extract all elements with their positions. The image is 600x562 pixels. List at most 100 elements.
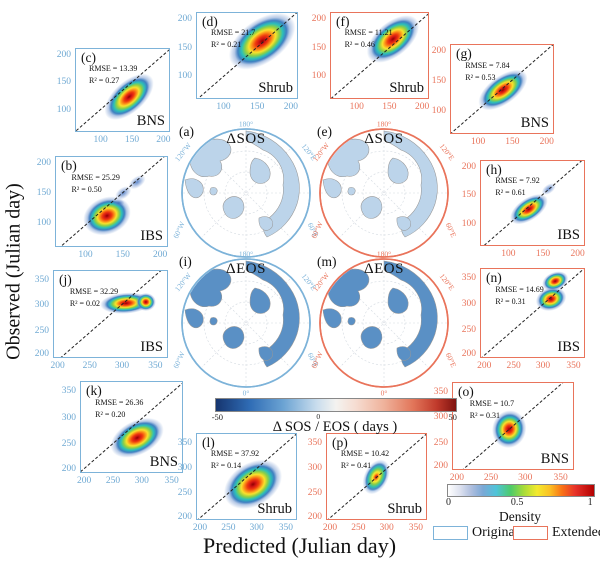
plot-area: (h) RMSE = 7.92 R² = 0.61 IBS — [480, 160, 585, 246]
x-tick: 350 — [148, 361, 163, 371]
x-tick: 200 — [570, 249, 585, 259]
x-tick: 100 — [93, 135, 108, 145]
y-tick: 200 — [36, 158, 51, 169]
x-tick: 250 — [82, 361, 97, 371]
y-tick: 200 — [177, 13, 192, 24]
rmse-value: RMSE = 32.29 — [69, 286, 119, 296]
legend: Original Extended — [433, 525, 600, 543]
x-tick: 100 — [470, 137, 486, 147]
panel-letter: (c) — [81, 50, 96, 65]
y-axis-label: Observed (Julian day) — [2, 183, 25, 360]
r2-value: R² = 0.61 — [495, 188, 526, 198]
scatter-panel-k: (k) RMSE = 26.36 R² = 0.20 BNS 350 300 250… — [62, 381, 183, 486]
y-tick: 250 — [307, 488, 322, 499]
y-tick: 100 — [177, 71, 192, 82]
ring-label-0: 0° — [380, 388, 388, 398]
plot-area: (o) RMSE = 10.7 R² = 0.31 BNS — [452, 382, 574, 470]
biome-label: BNS — [136, 113, 165, 129]
scatter-panel-l: (l) RMSE = 37.92 R² = 0.14 Shrub 350 300 2… — [178, 433, 297, 533]
biome-label: Shrub — [258, 80, 293, 96]
biome-label: BNS — [540, 451, 569, 467]
x-tick: 100 — [216, 102, 231, 112]
panel-letter: (l) — [202, 435, 215, 450]
y-tick: 200 — [56, 49, 71, 60]
y-tick: 150 — [311, 42, 326, 53]
colorbar-gradient — [215, 398, 457, 412]
x-tick: 200 — [539, 137, 554, 147]
polar-map-graphic — [181, 128, 311, 258]
ring-label-180: 180° — [238, 119, 254, 129]
map-letter: (a) — [179, 124, 194, 139]
r2-value: R² = 0.31 — [469, 410, 501, 420]
x-tick: 150 — [535, 249, 551, 259]
r2-value: R² = 0.14 — [210, 461, 242, 471]
ring-label-180: 180° — [376, 249, 392, 259]
panel-letter: (p) — [332, 435, 348, 450]
panel-stats: RMSE = 37.92 R² = 0.14 — [211, 448, 259, 472]
plot-area: (g) RMSE = 7.84 R² = 0.53 BNS — [450, 44, 554, 134]
plot-area: (f) RMSE = 11.21 R² = 0.46 Shrub — [330, 12, 429, 99]
panel-letter: (k) — [86, 383, 102, 398]
x-tick: 150 — [124, 135, 140, 145]
x-tick: 150 — [115, 250, 130, 260]
x-tick: 250 — [483, 473, 499, 483]
panel-letter: (d) — [202, 14, 218, 29]
ring-label-180: 180° — [238, 249, 254, 259]
panel-stats: RMSE = 7.84 R² = 0.53 — [465, 60, 509, 84]
y-tick: 100 — [311, 71, 326, 82]
rmse-value: RMSE = 25.29 — [71, 173, 120, 183]
colorbar-tick-min: -50 — [211, 412, 224, 422]
scatter-panel-d: (d) RMSE = 21.7 R² = 0.21 Shrub 200 150 10… — [178, 12, 298, 112]
colorbar-tick-max: 50 — [448, 412, 457, 422]
panel-letter: (n) — [486, 270, 502, 285]
map-panel-e: (e) ΔSOS 180° 120°W 120°E 60°W 60°E 0° — [309, 118, 459, 268]
y-tick: 200 — [431, 46, 446, 57]
polar-map-graphic — [319, 128, 449, 258]
scatter-panel-j: (j) RMSE = 32.29 R² = 0.02 IBS 350 300 250… — [35, 270, 168, 371]
y-tick: 350 — [461, 272, 476, 283]
x-tick: 250 — [351, 523, 366, 533]
x-tick: 200 — [76, 476, 92, 486]
r2-value: R² = 0.31 — [495, 296, 526, 306]
colorbar-tick-mid: 0.5 — [510, 497, 524, 508]
x-tick: 200 — [283, 102, 298, 112]
rmse-value: RMSE = 26.36 — [95, 398, 144, 408]
biome-label: BNS — [149, 454, 178, 470]
x-tick: 200 — [322, 523, 338, 533]
y-tick: 100 — [36, 218, 51, 229]
legend-label-original: Original — [472, 525, 519, 540]
x-tick: 350 — [408, 523, 423, 533]
map-panel-m: (m) ΔEOS 180° 120°W 120°E 60°W 60°E 0° — [309, 248, 459, 398]
colorbar-tick-max: 1 — [587, 497, 593, 508]
density-speck — [113, 199, 125, 207]
y-tick: 250 — [34, 325, 49, 336]
scatter-panel-c: (c) RMSE = 13.39 R² = 0.27 BNS 200 150 100… — [57, 48, 170, 145]
panel-letter: (g) — [456, 46, 472, 61]
original-swatch — [433, 526, 468, 540]
y-tick: 150 — [56, 77, 71, 88]
y-tick: 300 — [433, 412, 448, 423]
map-title: ΔSOS — [364, 131, 404, 147]
scatter-panel-b: (b) RMSE = 25.29 R² = 0.50 IBS 200 150 100… — [37, 156, 168, 260]
x-tick: 150 — [505, 137, 520, 147]
plot-area: (l) RMSE = 37.92 R² = 0.14 Shrub — [196, 433, 297, 520]
x-tick: 200 — [152, 250, 168, 260]
r2-value: R² = 0.53 — [465, 72, 496, 82]
x-tick: 200 — [477, 361, 492, 371]
x-axis-label: Predicted (Julian day) — [202, 533, 397, 558]
colorbar-tick-min: 0 — [445, 497, 451, 508]
y-tick: 250 — [61, 439, 76, 450]
y-tick: 200 — [433, 461, 448, 472]
map-letter: (m) — [317, 254, 337, 269]
y-tick: 200 — [461, 161, 476, 172]
y-tick: 350 — [307, 437, 322, 448]
x-tick: 300 — [535, 361, 551, 371]
panel-stats: RMSE = 7.92 R² = 0.61 — [495, 175, 539, 199]
density-blob — [135, 292, 156, 311]
colorbar-gradient — [447, 484, 595, 497]
colorbar-label: Density — [499, 509, 541, 524]
y-tick: 150 — [177, 42, 192, 53]
panel-letter: (j) — [59, 272, 72, 287]
x-tick: 300 — [379, 523, 394, 533]
